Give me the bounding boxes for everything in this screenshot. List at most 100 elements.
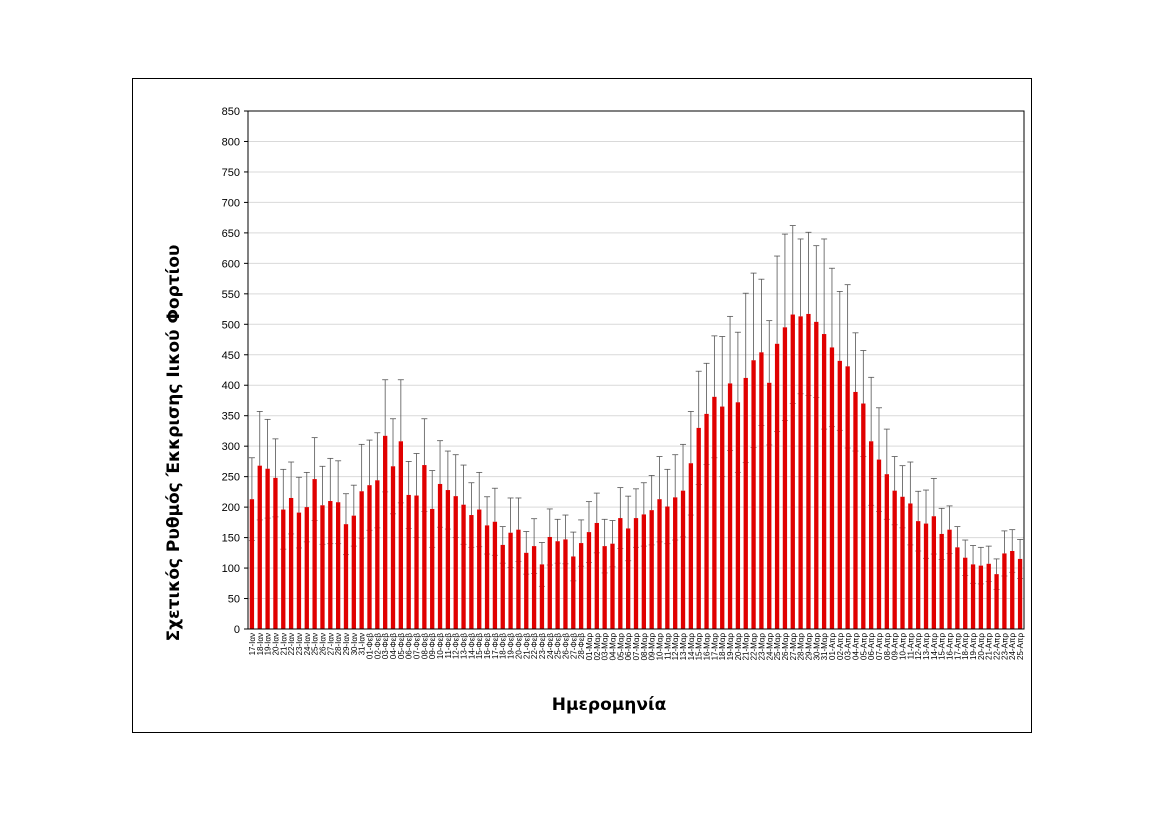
x-tick-label: 24-Ιαν [303,633,312,655]
bar [1017,558,1023,629]
x-tick-label: 01-Μαρ [585,633,594,661]
bar [422,465,427,629]
x-tick-label: 15-Μαρ [695,633,704,661]
x-tick-label: 16-Μαρ [703,633,712,661]
bar [829,347,835,629]
x-tick-label: 24-Μαρ [765,633,774,661]
bar [281,509,286,629]
x-tick-label: 28-Μαρ [797,633,806,661]
bar [249,499,255,629]
bar [383,435,388,629]
y-tick-label: 850 [222,106,240,118]
y-tick-label: 150 [222,533,240,545]
bar [978,565,984,629]
bar [367,485,372,629]
x-tick-label: 13-Φεβ [460,633,469,660]
x-tick-label: 09-Μαρ [648,633,657,661]
y-tick-label: 350 [222,411,240,423]
bar [665,506,670,629]
x-tick-label: 18-Μαρ [718,633,727,661]
bar [1002,553,1007,629]
x-tick-label: 22-Μαρ [750,633,759,661]
x-tick-label: 29-Μαρ [804,633,813,661]
bar [696,427,701,629]
x-tick-label: 26-Ιαν [318,633,327,655]
bar [876,459,882,629]
x-tick-label: 18-Ιαν [256,633,265,655]
bar [304,507,309,629]
x-tick-label: 25-Φεβ [554,633,563,660]
y-tick-label: 800 [222,136,240,148]
x-tick-label: 24-Απρ [1008,633,1017,660]
x-tick-label: 11-Φεβ [444,633,453,659]
bar [484,525,490,629]
x-tick-label: 10-Μαρ [656,633,665,661]
x-tick-label: 25-Μαρ [773,633,782,661]
x-tick-label: 15-Απρ [938,633,947,660]
x-tick-label: 06-Φεβ [405,633,414,660]
x-tick-label: 21-Απρ [985,633,994,660]
bar [782,327,788,629]
bar [790,314,795,629]
bar [500,544,505,629]
x-tick-label: 03-Μαρ [601,633,610,661]
x-tick-label: 17-Μαρ [710,633,719,661]
x-tick-label: 11-Μαρ [663,633,672,660]
x-tick-label: 14-Φεβ [467,633,476,660]
bar [524,552,529,629]
x-tick-label: 08-Μαρ [640,633,649,661]
x-tick-label: 22-Απρ [993,633,1002,660]
bar [586,532,592,629]
bar [845,366,850,629]
bar [774,343,780,629]
x-tick-label: 17-Απρ [953,633,962,660]
x-tick-label: 18-Φεβ [499,633,508,660]
bar [445,490,451,629]
x-tick-label: 12-Απρ [914,633,923,660]
x-tick-label: 05-Απρ [859,633,868,660]
x-tick-label: 11-Απρ [906,633,915,660]
bar [312,479,317,629]
bar [994,574,999,629]
bar [649,510,654,629]
x-tick-label: 05-Μαρ [616,633,625,661]
x-tick-label: 14-Μαρ [687,633,696,661]
x-tick-label: 22-Φεβ [530,633,539,660]
bar [1010,550,1015,629]
bar [375,480,380,629]
bar [939,533,944,629]
bar [516,529,521,629]
y-tick-label: 650 [222,228,240,240]
x-tick-label: 31-Ιαν [358,633,367,655]
bar [633,518,639,629]
bar [343,524,349,629]
x-tick-label: 20-Ιαν [271,633,280,655]
x-tick-label: 10-Φεβ [436,633,445,660]
x-tick-label: 19-Απρ [969,633,978,660]
y-tick-label: 0 [234,624,240,636]
x-tick-label: 02-Φεβ [373,633,382,660]
bar [296,512,302,629]
bar [563,539,568,629]
bar [986,563,991,629]
x-tick-label: 14-Απρ [930,633,939,660]
x-tick-label: 28-Ιαν [334,633,343,655]
bar [469,515,474,629]
bars [249,313,1023,629]
x-tick-label: 15-Φεβ [475,633,484,660]
x-tick-label: 02-Απρ [836,633,845,660]
x-tick-label: 27-Φεβ [569,633,578,660]
bar [602,546,607,629]
bar [931,516,937,629]
y-tick-label: 50 [228,594,240,606]
bar [868,441,874,629]
bar [688,463,694,629]
bar [594,522,599,629]
x-tick-label: 19-Φεβ [507,633,516,660]
bar [767,382,772,629]
x-tick-label: 21-Ιαν [279,633,288,655]
bar [453,496,458,629]
bar [288,497,294,629]
x-tick-label: 29-Ιαν [342,633,351,655]
bar [837,360,842,629]
